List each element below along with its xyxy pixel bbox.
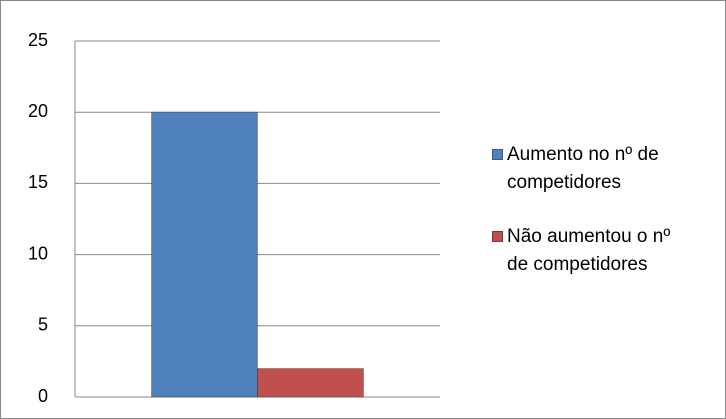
- bar: [257, 368, 364, 398]
- legend-swatch: [492, 230, 503, 242]
- y-tick-label: 15: [28, 172, 48, 192]
- bar: [151, 111, 258, 398]
- y-tick-label: 0: [38, 386, 48, 406]
- y-tick-label: 25: [28, 30, 48, 50]
- legend-item: Aumento no nº de competidores: [492, 141, 707, 197]
- legend-label: Não aumentou o nº de competidores: [507, 225, 671, 275]
- legend-label: Aumento no nº de competidores: [507, 143, 659, 193]
- y-tick-label: 20: [28, 101, 48, 121]
- y-tick-label: 10: [28, 243, 48, 263]
- y-tick-label: 5: [38, 315, 48, 335]
- legend: Aumento no nº de competidores Não aumento…: [492, 141, 707, 305]
- legend-swatch: [492, 148, 503, 160]
- legend-item: Não aumentou o nº de competidores: [492, 223, 707, 279]
